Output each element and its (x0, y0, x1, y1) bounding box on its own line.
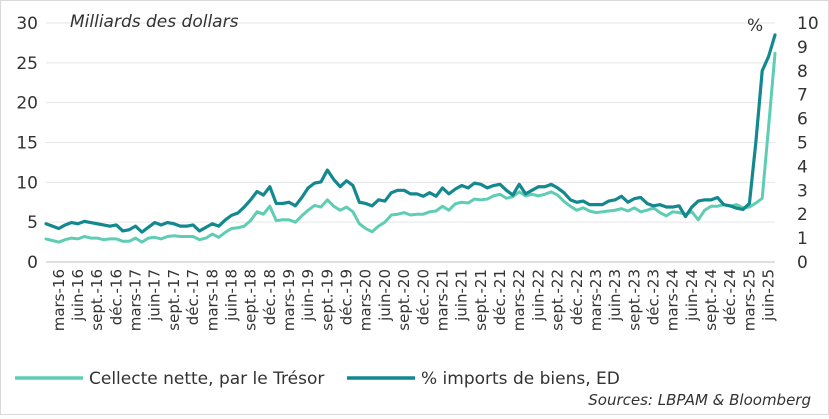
right-tick-label: 8 (797, 62, 808, 82)
x-tick-label: sept.-19 (318, 269, 336, 331)
x-tick-label: sept.-16 (88, 269, 106, 331)
x-tick-label: sept.-23 (625, 269, 643, 331)
x-tick-label: sept.-24 (702, 269, 720, 331)
left-tick-label: 10 (16, 173, 38, 193)
x-tick-label: mars-22 (510, 269, 528, 331)
x-tick-label: mars-20 (357, 269, 375, 331)
x-tick-label: juin-16 (69, 269, 87, 322)
x-tick-label: juin-19 (299, 269, 317, 322)
x-tick-label: juin-24 (683, 269, 701, 322)
x-tick-label: déc.-17 (184, 269, 202, 325)
x-tick-label: mars-16 (50, 269, 68, 331)
left-tick-label: 0 (27, 253, 38, 273)
legend-label: Cellecte nette, par le Trésor (89, 369, 324, 389)
x-tick-label: juin-25 (760, 269, 778, 322)
right-tick-label: 9 (797, 38, 808, 58)
series-line-1 (44, 51, 777, 244)
x-tick-label: mars-18 (203, 269, 221, 331)
right-axis: 0 1 2 3 4 5 6 7 8 9 10 (797, 14, 819, 273)
right-tick-label: 4 (797, 157, 808, 177)
right-tick-label: 6 (797, 110, 808, 130)
x-axis: mars-16 juin-16 sept.-16 déc.-16 mars-17 juin… (50, 269, 778, 331)
x-tick-label: juin-21 (453, 269, 471, 322)
right-tick-label: 3 (797, 181, 808, 201)
x-tick-label: déc.-19 (338, 269, 356, 325)
left-tick-label: 30 (16, 14, 38, 34)
right-tick-label: 10 (797, 14, 819, 34)
x-tick-label: déc.-23 (645, 269, 663, 325)
legend-label: % imports de biens, ED (421, 369, 620, 389)
x-tick-label: mars-17 (127, 269, 145, 331)
left-tick-label: 20 (16, 94, 38, 114)
left-tick-label: 15 (16, 134, 38, 154)
x-tick-label: sept.-17 (165, 269, 183, 331)
x-tick-label: juin-18 (222, 269, 240, 322)
left-tick-label: 5 (27, 213, 38, 233)
x-tick-label: juin-23 (606, 269, 624, 322)
x-tick-label: déc.-22 (568, 269, 586, 325)
x-tick-label: juin-22 (529, 269, 547, 322)
x-tick-label: mars-21 (433, 269, 451, 331)
x-tick-label: sept.-18 (242, 269, 260, 331)
right-tick-label: 5 (797, 134, 808, 154)
x-tick-label: sept.-22 (549, 269, 567, 331)
left-tick-label: 25 (16, 54, 38, 74)
right-tick-label: 7 (797, 86, 808, 106)
series (44, 33, 777, 244)
x-tick-label: sept.-21 (472, 269, 490, 331)
legend: Cellecte nette, par le Trésor % imports d… (15, 369, 620, 389)
chart-title: Milliards des dollars (70, 12, 239, 32)
series-line-2 (44, 33, 777, 234)
x-tick-label: sept.-20 (395, 269, 413, 331)
x-tick-label: mars-25 (740, 269, 758, 331)
x-tick-label: déc.-24 (721, 269, 739, 325)
source-note: Sources: LBPAM & Bloomberg (588, 391, 811, 409)
right-axis-unit: % (747, 16, 763, 36)
x-tick-label: mars-24 (664, 269, 682, 331)
right-tick-label: 2 (797, 205, 808, 225)
right-tick-label: 0 (797, 253, 808, 273)
x-tick-label: mars-19 (280, 269, 298, 331)
left-axis: 0 5 10 15 20 25 30 (16, 14, 38, 273)
x-tick-label: déc.-20 (414, 269, 432, 325)
x-tick-label: juin-20 (376, 269, 394, 322)
x-tick-label: déc.-18 (261, 269, 279, 325)
x-tick-label: déc.-16 (107, 269, 125, 325)
x-tick-label: déc.-21 (491, 269, 509, 325)
right-tick-label: 1 (797, 229, 808, 249)
x-tick-label: juin-17 (146, 269, 164, 322)
x-tick-label: mars-23 (587, 269, 605, 331)
